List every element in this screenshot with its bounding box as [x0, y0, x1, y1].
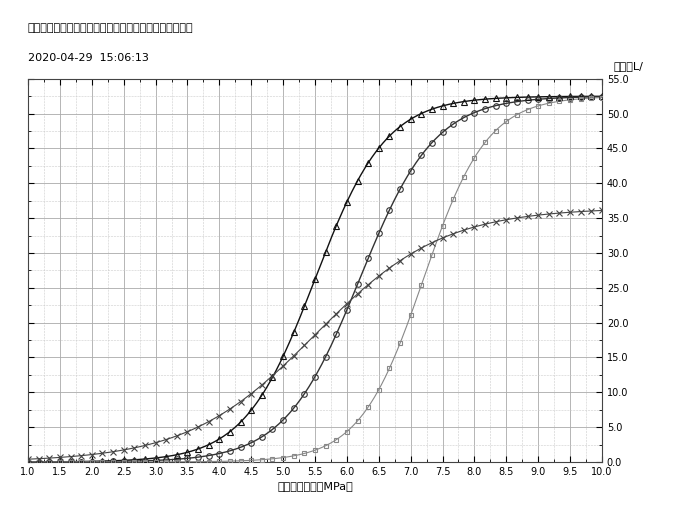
Text: パイロット圧・押さえ圧・流量特性計測（立上り特性）: パイロット圧・押さえ圧・流量特性計測（立上り特性）: [28, 23, 194, 33]
X-axis label: パイロット圧（MPa）: パイロット圧（MPa）: [277, 481, 353, 491]
Text: 2020-04-29  15:06:13: 2020-04-29 15:06:13: [28, 54, 149, 64]
Text: 流速（L/: 流速（L/: [613, 61, 643, 71]
